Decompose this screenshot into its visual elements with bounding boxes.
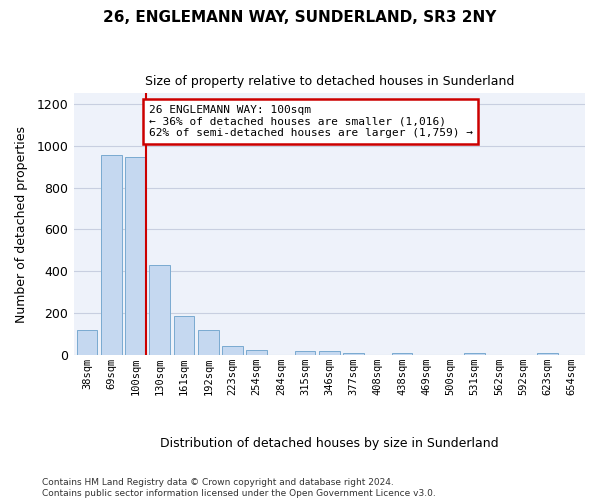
Text: 26 ENGLEMANN WAY: 100sqm
← 36% of detached houses are smaller (1,016)
62% of sem: 26 ENGLEMANN WAY: 100sqm ← 36% of detach… bbox=[149, 105, 473, 138]
Bar bbox=[247, 350, 267, 355]
Bar bbox=[174, 316, 194, 355]
Y-axis label: Number of detached properties: Number of detached properties bbox=[15, 126, 28, 322]
Bar bbox=[392, 353, 412, 355]
Bar bbox=[149, 265, 170, 355]
Bar bbox=[295, 351, 316, 355]
X-axis label: Distribution of detached houses by size in Sunderland: Distribution of detached houses by size … bbox=[160, 437, 499, 450]
Bar bbox=[222, 346, 243, 355]
Bar bbox=[125, 157, 146, 355]
Bar bbox=[198, 330, 218, 355]
Text: Contains HM Land Registry data © Crown copyright and database right 2024.
Contai: Contains HM Land Registry data © Crown c… bbox=[42, 478, 436, 498]
Bar bbox=[464, 353, 485, 355]
Bar bbox=[537, 353, 558, 355]
Bar bbox=[77, 330, 97, 355]
Bar bbox=[101, 155, 122, 355]
Bar bbox=[319, 352, 340, 355]
Bar bbox=[343, 353, 364, 355]
Title: Size of property relative to detached houses in Sunderland: Size of property relative to detached ho… bbox=[145, 75, 514, 88]
Text: 26, ENGLEMANN WAY, SUNDERLAND, SR3 2NY: 26, ENGLEMANN WAY, SUNDERLAND, SR3 2NY bbox=[103, 10, 497, 25]
